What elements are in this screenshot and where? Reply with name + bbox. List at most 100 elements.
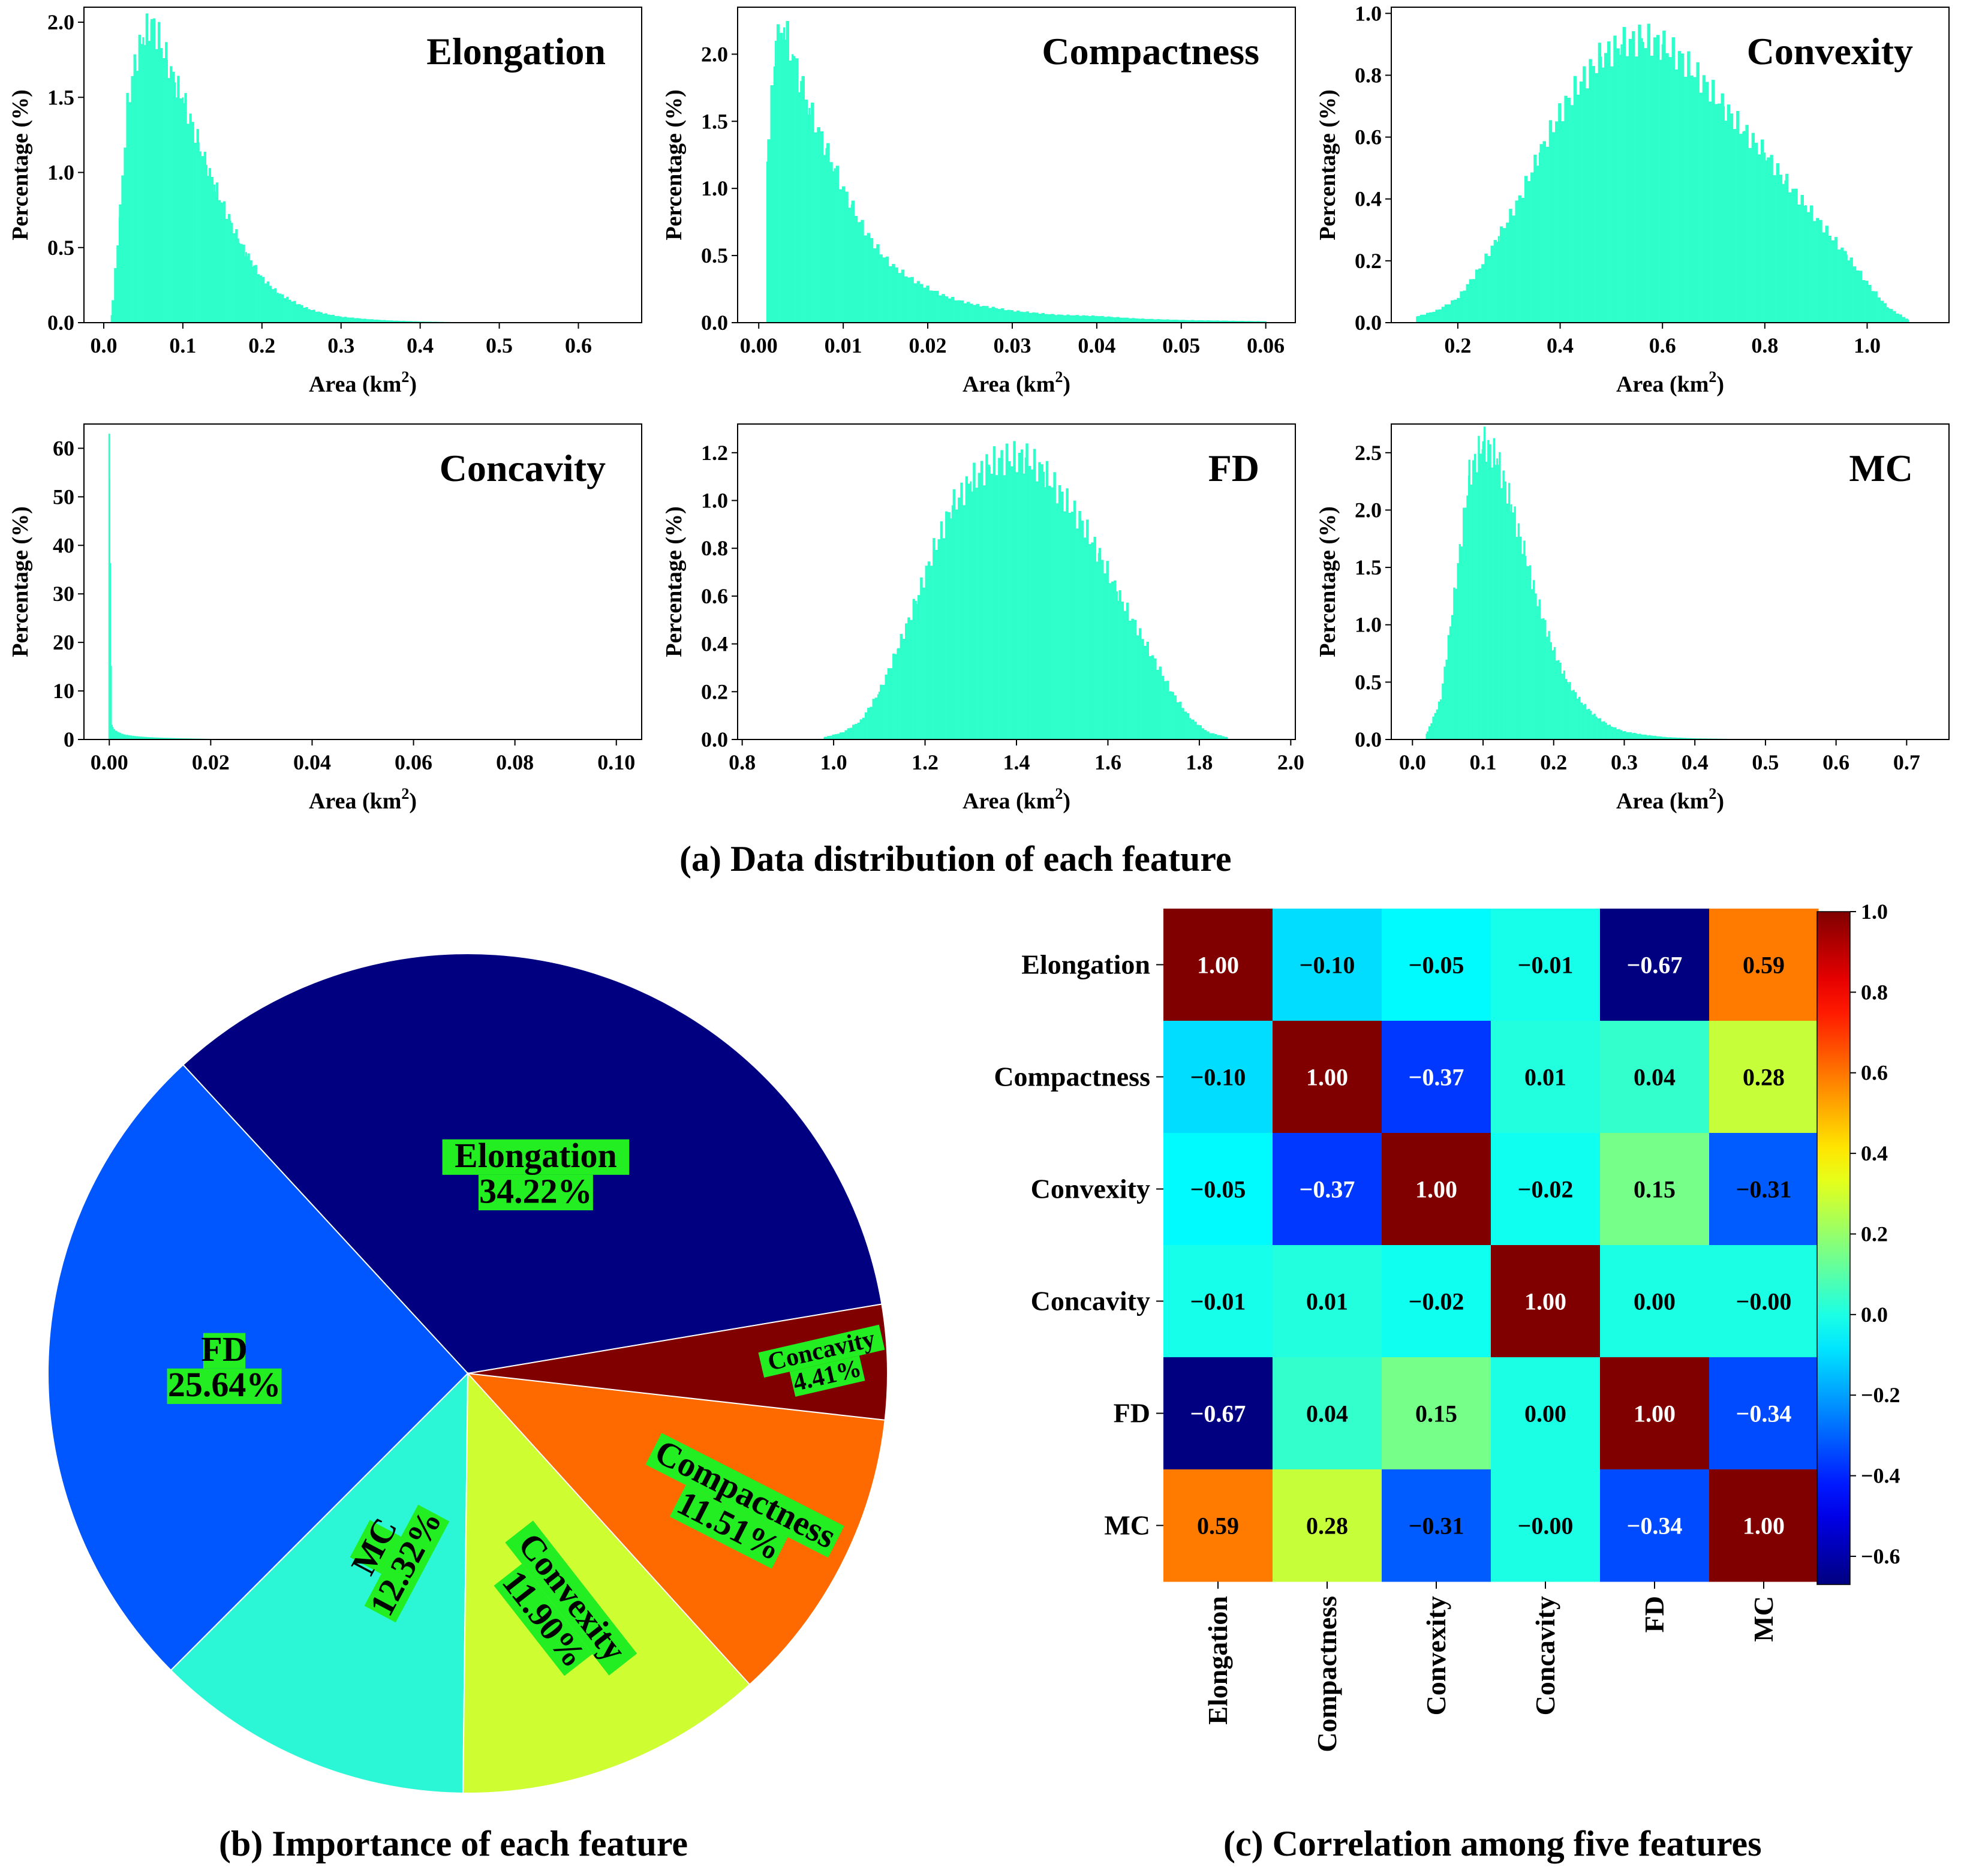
histogram-bar [171, 738, 172, 739]
histogram-bar [1172, 320, 1176, 323]
histogram-bar [992, 446, 996, 739]
histogram-bar [137, 736, 139, 739]
histogram-bar [1171, 692, 1173, 739]
histogram-bar [852, 724, 855, 739]
histogram-bar [1840, 247, 1844, 323]
histogram-bar [1447, 304, 1451, 323]
histogram-bar [1425, 733, 1428, 739]
histogram-bar [855, 723, 858, 739]
heatmap-cell-label: 0.28 [1743, 1064, 1785, 1091]
histogram-bar [1457, 563, 1459, 739]
histogram-bar [1156, 319, 1160, 323]
histogram-bar [1544, 620, 1547, 739]
histogram-bar [1466, 284, 1469, 323]
histogram-bar [1097, 316, 1101, 323]
histogram-bar [1576, 698, 1579, 739]
histogram-bar [1057, 314, 1061, 323]
histogram-bar [1628, 38, 1632, 323]
histogram-bar [1462, 507, 1465, 739]
histogram-bar [1132, 318, 1135, 323]
histogram-bar [1555, 660, 1558, 739]
histogram-bar [169, 738, 172, 739]
histogram-bar [1159, 666, 1162, 739]
histogram-bar [1169, 691, 1172, 739]
histogram-bar [392, 320, 396, 323]
histogram-bar [1849, 257, 1853, 323]
x-tick-label: 0.7 [1893, 750, 1920, 774]
x-ticks: 0.0 0.1 0.2 0.3 0.4 0.5 0.6 [90, 323, 592, 357]
heatmap-cell-label: 1.00 [1197, 952, 1239, 979]
histogram-bar [1201, 728, 1205, 739]
histogram-bar [1500, 488, 1503, 739]
histogram-bar [146, 737, 148, 739]
histogram-bar [1069, 315, 1073, 323]
histogram-title: Elongation [426, 30, 606, 73]
heatmap-cell-label: −0.00 [1518, 1513, 1574, 1540]
histogram-bar [152, 737, 154, 739]
histogram-bar [225, 218, 228, 323]
histogram-bar [1561, 121, 1565, 323]
histogram-bar [1628, 732, 1630, 739]
histogram-bar [147, 736, 149, 739]
histogram-bar [1190, 320, 1195, 323]
histogram-bar [205, 165, 207, 323]
histogram-bar [945, 511, 948, 739]
histogram-bar [1623, 731, 1625, 739]
histogram-bar [1024, 457, 1027, 739]
histogram-bar [1443, 666, 1446, 739]
histogram-bar [1535, 593, 1537, 739]
histogram-bar [116, 245, 119, 323]
histogram-bar [1473, 453, 1476, 739]
histogram-bar [417, 321, 420, 323]
histogram-bar [1186, 713, 1190, 739]
pie-slice-convexity [462, 1372, 751, 1794]
histogram-bar [814, 132, 817, 323]
x-tick-label: 0.6 [1822, 750, 1849, 774]
histogram-svg: 0.0 0.1 0.2 0.3 0.4 0.5 0.6 0.7 0.0 0.5 1.0 1.5 2.0 2… [1315, 423, 1950, 814]
histogram-bar [854, 215, 858, 323]
histogram-bars [108, 434, 237, 739]
histogram-bar [1682, 738, 1685, 739]
histogram-bar [173, 738, 175, 739]
x-ticks: 0.00 0.02 0.04 0.06 0.08 0.10 [91, 739, 635, 774]
histogram-bar [1449, 626, 1452, 739]
histogram-bar [121, 175, 124, 323]
histogram-bar [1135, 318, 1138, 323]
histogram-bar [1603, 721, 1605, 739]
histogram-bar [141, 736, 142, 739]
heatmap-cell [1709, 1469, 1819, 1582]
histogram-bar [1597, 718, 1600, 739]
histogram-bar [1687, 51, 1691, 323]
histogram-bar [904, 276, 908, 323]
histogram-bar [1607, 41, 1611, 323]
histogram-bar [1211, 733, 1214, 739]
histogram-bar [1647, 23, 1651, 323]
histogram-bar [1622, 26, 1626, 323]
histogram-bar [269, 285, 272, 323]
histogram-bar [1506, 503, 1509, 739]
histogram-bar [798, 92, 802, 323]
histogram-bar [1669, 737, 1672, 739]
histogram-bar [1076, 528, 1079, 739]
histogram-bar [907, 617, 910, 739]
histogram-bar [145, 736, 146, 739]
histogram-bar [1632, 31, 1635, 323]
histogram-bar [892, 653, 895, 739]
histogram-bar [1581, 702, 1583, 739]
histogram-bar [1116, 591, 1118, 739]
histogram-bar [1184, 711, 1187, 739]
y-tick-label: 0.4 [701, 632, 728, 656]
x-ticks: 0.8 1.0 1.2 1.4 1.6 1.8 2.0 [729, 739, 1304, 774]
histogram-bar [916, 281, 921, 323]
heatmap-cell [1600, 1245, 1710, 1358]
histogram-bar [356, 318, 359, 323]
histogram-svg: 0.00 0.01 0.02 0.03 0.04 0.05 0.06 0.0 0.5 1.0 1.5… [661, 7, 1296, 397]
histogram-bar [1020, 449, 1024, 739]
histogram-bar [927, 287, 929, 323]
histogram-bar [1858, 270, 1863, 323]
y-tick-label: 20 [53, 630, 74, 654]
histogram-bar [412, 321, 415, 323]
histogram-bar [1454, 299, 1457, 323]
histogram-bar [142, 37, 145, 323]
histogram-bar [142, 736, 143, 739]
